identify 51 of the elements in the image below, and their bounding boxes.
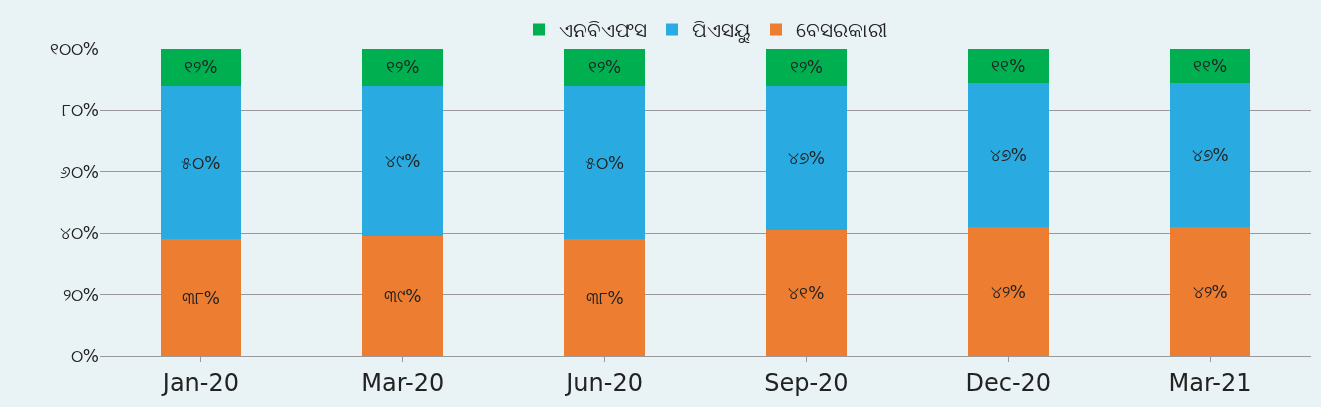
bar	[160, 49, 242, 86]
x-tick-label: Dec-20	[965, 368, 1052, 397]
bar	[967, 49, 1049, 83]
bar	[766, 49, 847, 86]
data-label: ୧୧%	[991, 55, 1026, 76]
bar	[564, 49, 645, 86]
bar	[362, 236, 444, 356]
data-label: ୧୧%	[1193, 55, 1228, 76]
y-tick-label: ୧୦୦%	[49, 38, 99, 59]
y-tick-label: ୪୦%	[59, 223, 99, 244]
legend-label: ବେସରକାରୀ	[796, 18, 887, 43]
data-label: ୪୭%	[1191, 144, 1229, 165]
bar	[362, 85, 444, 237]
y-tick-label: ୮୦%	[61, 100, 99, 121]
data-label: ୧୨%	[184, 57, 218, 78]
y-tick-label: ୦%	[70, 345, 99, 366]
y-tick-label: ୨୦%	[62, 284, 99, 305]
bar	[160, 239, 242, 356]
bar	[160, 85, 242, 240]
x-tick-label: Mar-21	[1168, 368, 1252, 397]
data-label: ୫୦%	[585, 152, 625, 173]
legend-label: ପିଏସୟୁ	[692, 18, 751, 44]
bar	[1169, 49, 1251, 83]
bar	[362, 49, 444, 86]
data-label: ୪୭%	[989, 144, 1027, 165]
bar	[564, 239, 645, 356]
data-label: ୫୦%	[181, 152, 221, 173]
data-label: ୪୧%	[788, 283, 825, 304]
bar	[1169, 82, 1251, 228]
x-tick-label: Sep-20	[764, 368, 849, 397]
data-label: ୩୯%	[384, 286, 422, 307]
bar	[564, 85, 645, 240]
data-label: ୧୨%	[588, 57, 622, 78]
bar	[766, 230, 847, 356]
x-tick-label: Jan-20	[160, 368, 240, 397]
bar	[967, 227, 1049, 356]
data-label: ୪୨%	[990, 281, 1026, 302]
bar	[766, 85, 847, 231]
data-label: ୪୯%	[385, 151, 421, 172]
y-tick-label: ୬୦%	[59, 161, 99, 182]
data-label: ୪୭%	[787, 147, 825, 168]
bar	[967, 82, 1049, 228]
bar	[1169, 227, 1251, 356]
data-label: ୩୮%	[585, 287, 624, 308]
x-tick-label: Jun-20	[564, 368, 643, 397]
x-tick-label: Mar-20	[361, 368, 445, 397]
data-label: ୪୨%	[1192, 281, 1228, 302]
data-label: ୧୨%	[789, 57, 823, 78]
data-label: ୧୨%	[386, 57, 420, 78]
legend-label: ଏନବିଏଫସ	[559, 18, 647, 43]
data-label: ୩୮%	[181, 287, 220, 308]
